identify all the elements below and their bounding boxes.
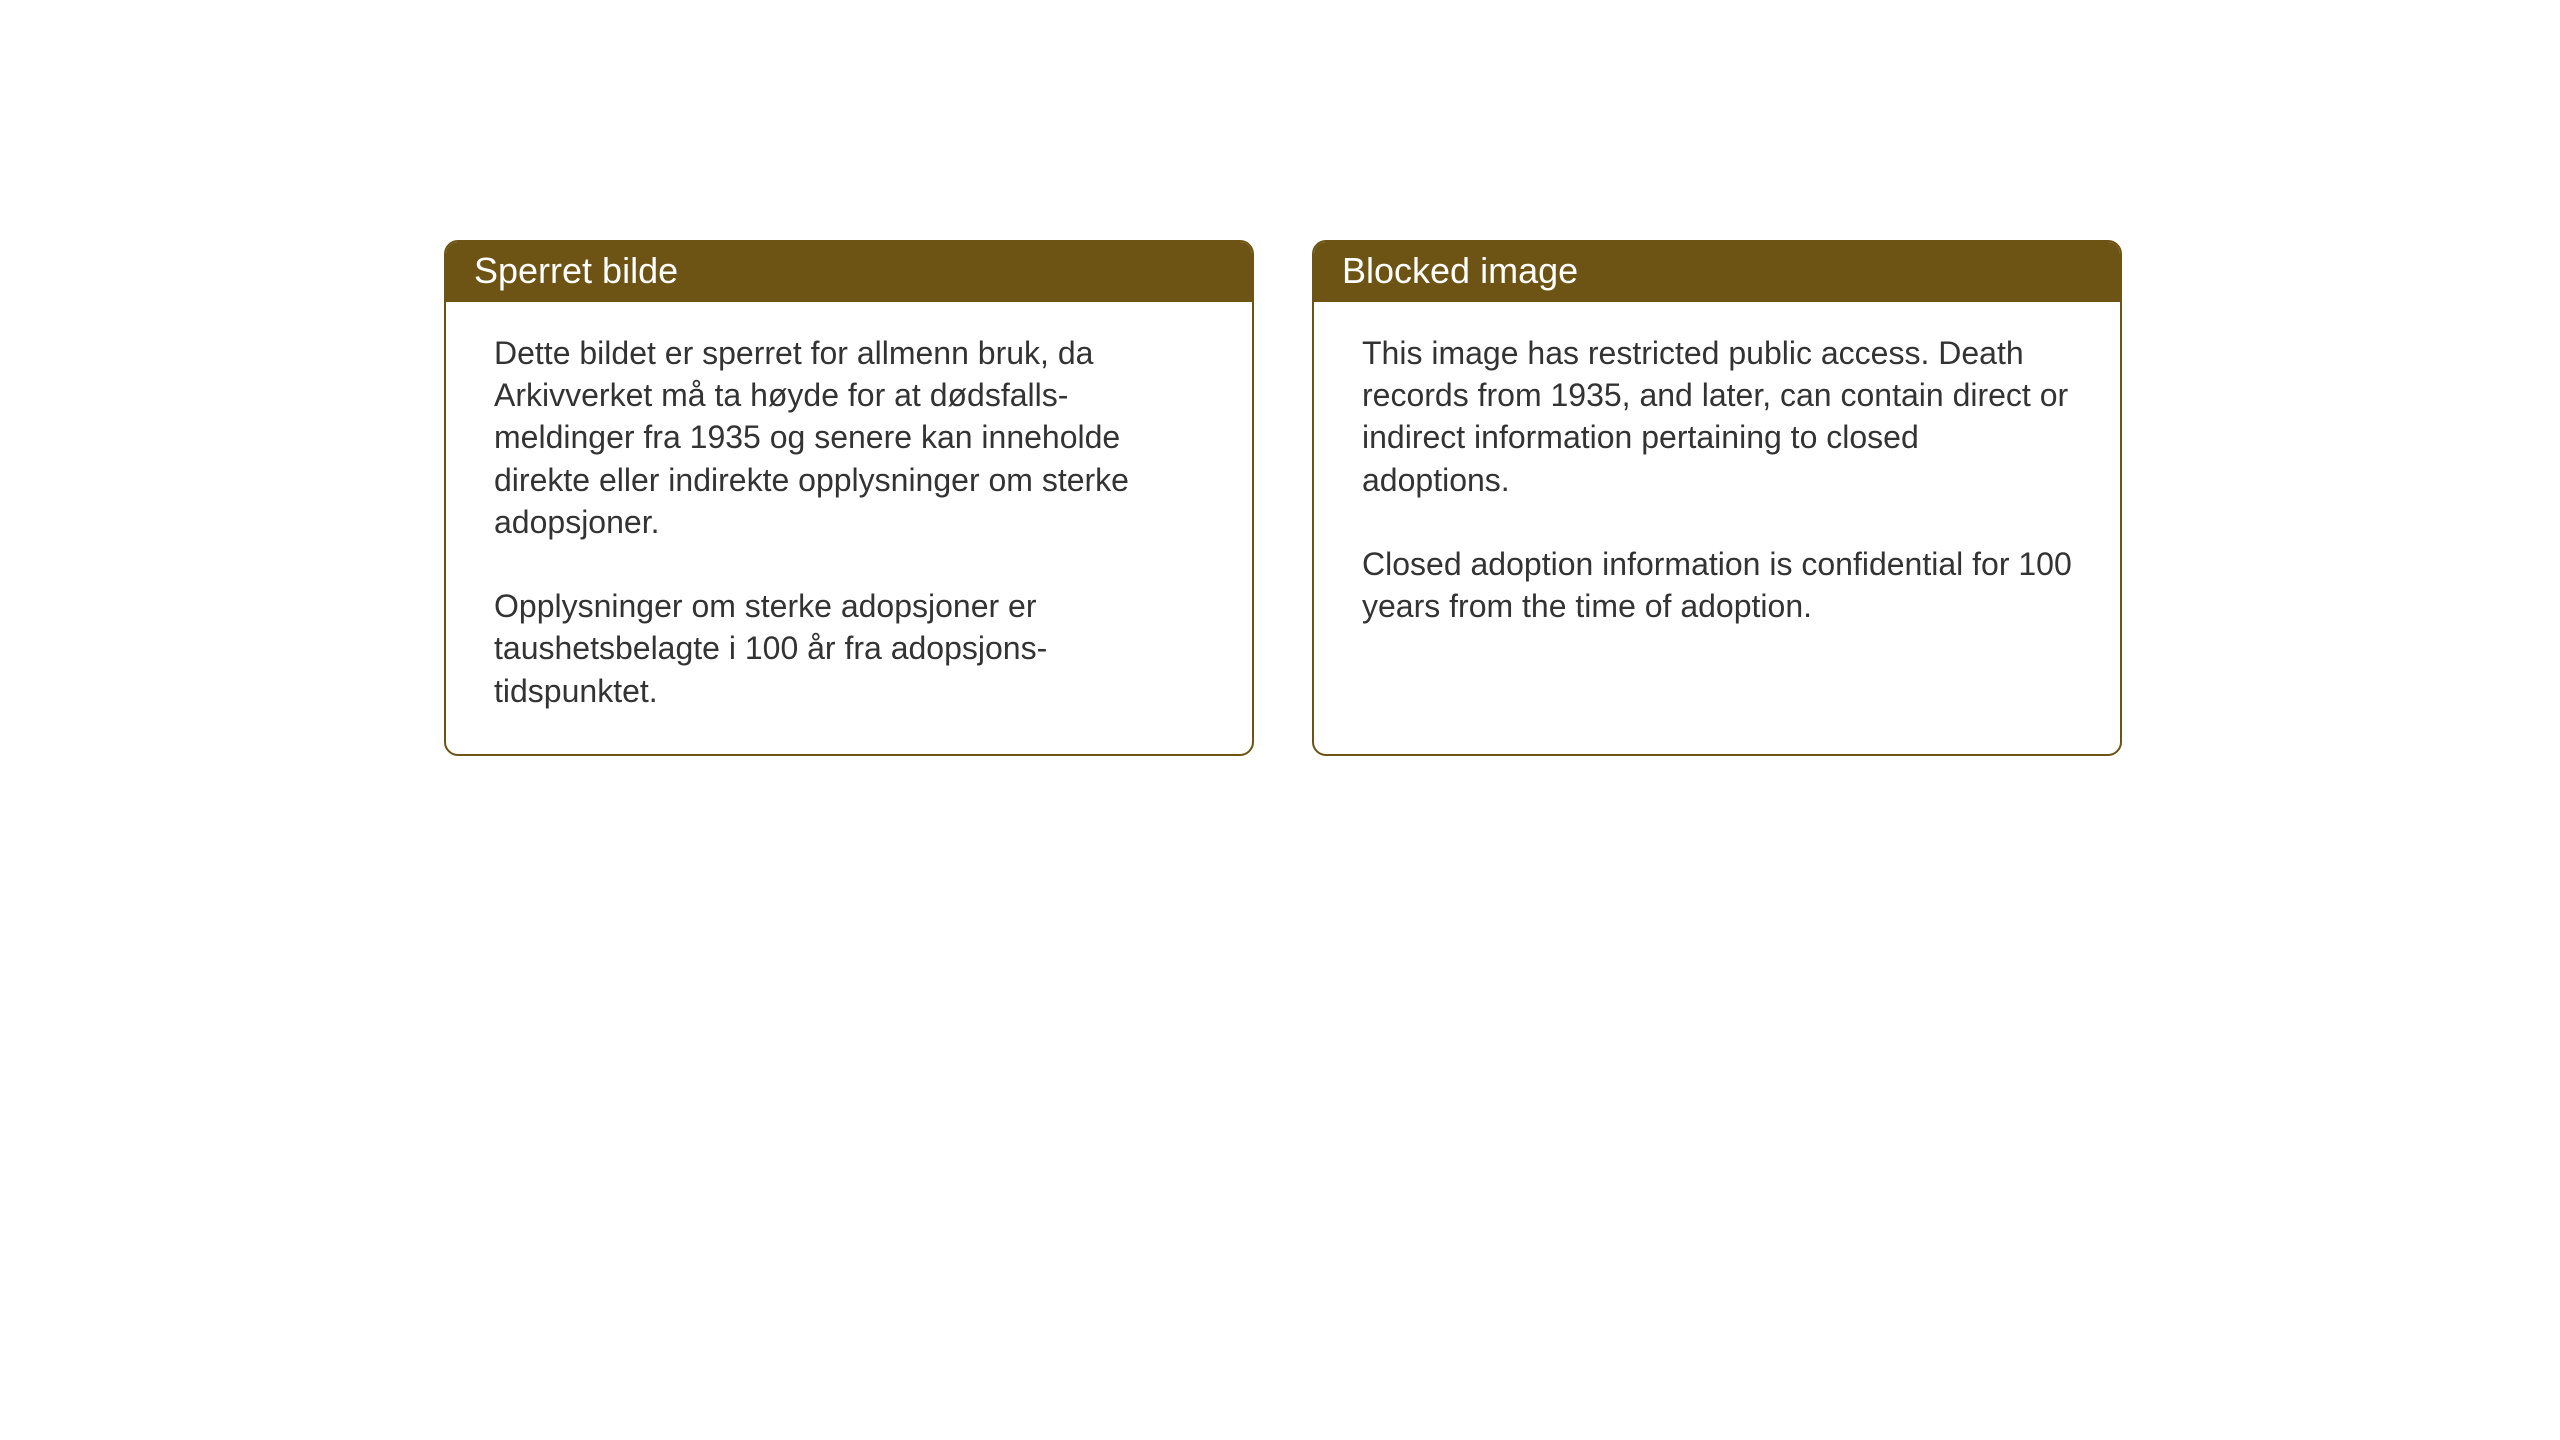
card-paragraph-1-norwegian: Dette bildet er sperret for allmenn bruk…	[494, 332, 1204, 543]
card-title-english: Blocked image	[1342, 250, 1578, 291]
card-body-norwegian: Dette bildet er sperret for allmenn bruk…	[446, 302, 1252, 754]
cards-container: Sperret bilde Dette bildet er sperret fo…	[444, 240, 2122, 756]
card-header-english: Blocked image	[1314, 242, 2120, 302]
card-paragraph-1-english: This image has restricted public access.…	[1362, 332, 2072, 501]
card-paragraph-2-english: Closed adoption information is confident…	[1362, 543, 2072, 627]
card-english: Blocked image This image has restricted …	[1312, 240, 2122, 756]
card-header-norwegian: Sperret bilde	[446, 242, 1252, 302]
card-paragraph-2-norwegian: Opplysninger om sterke adopsjoner er tau…	[494, 585, 1204, 712]
card-body-english: This image has restricted public access.…	[1314, 302, 2120, 669]
card-norwegian: Sperret bilde Dette bildet er sperret fo…	[444, 240, 1254, 756]
card-title-norwegian: Sperret bilde	[474, 250, 678, 291]
